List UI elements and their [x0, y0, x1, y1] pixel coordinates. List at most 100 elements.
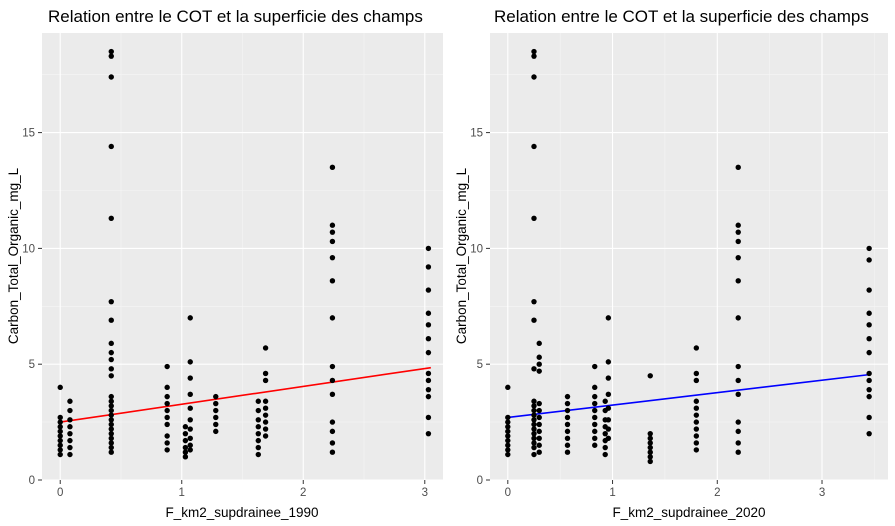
chart-left-data-point [213, 393, 219, 400]
chart-left-data-point [108, 435, 114, 442]
chart-left-data-point [164, 400, 170, 407]
chart-right-x-axis-title: F_km2_supdrainee_2020 [612, 505, 765, 520]
chart-right-data-point [735, 440, 741, 446]
chart-right-data-point [647, 440, 653, 446]
chart-right-data-point [536, 421, 542, 428]
chart-left-data-point [213, 400, 219, 407]
chart-right-data-point [605, 359, 612, 365]
chart-right-data-point [605, 417, 612, 423]
chart-right-data-point [505, 447, 511, 453]
chart-right-data-point [602, 430, 608, 437]
chart-right-data-point [866, 349, 872, 356]
chart-right-x-tick-label: 1 [609, 487, 615, 499]
chart-right-data-point [735, 419, 741, 425]
chart-right-grid [490, 33, 888, 481]
chart-left-data-point [213, 421, 219, 428]
chart-right-x-tick-label: 3 [819, 487, 825, 499]
chart-left-data-point [182, 437, 189, 444]
chart-right-y-axis-title: Carbon_Total_Organic_mg_L [454, 167, 469, 344]
chart-left-data-point [187, 417, 193, 423]
chart-left-y-ticks: 0 5 10 15 [22, 128, 42, 487]
chart-right-data-point [693, 398, 700, 404]
chart-right-data-point [531, 412, 537, 418]
chart-right-data-point [531, 48, 537, 55]
chart-left-data-point [425, 414, 432, 421]
chart-left-data-point [262, 377, 269, 384]
chart-left-data-point [262, 433, 269, 439]
chart-left-data-point [164, 407, 170, 414]
chart-left-data-point [187, 315, 193, 321]
chart-left-y-tick-label: 10 [22, 243, 35, 255]
chart-right-data-point [531, 143, 537, 150]
chart-left-data-point [255, 444, 261, 451]
chart-right-title: Relation entre le COT et la superficie d… [494, 7, 869, 26]
chart-right-y-tick-label: 0 [477, 475, 483, 487]
chart-left-data-point [108, 349, 114, 356]
chart-right-data-point [505, 451, 511, 458]
chart-right-data-point [735, 315, 741, 321]
chart-left-x-tick-label: 1 [179, 487, 185, 499]
chart-right-data-point [531, 426, 537, 432]
chart-right-data-point [531, 215, 537, 221]
chart-right-data-point [536, 442, 542, 448]
chart-left-regression-line [60, 366, 431, 423]
chart-right-data-point [505, 437, 511, 444]
chart-left-data-point [57, 414, 63, 421]
chart-right-data-point [647, 430, 653, 437]
chart-left-data-point [164, 414, 170, 421]
chart-right-y-tick-label: 15 [470, 128, 483, 140]
chart-right-data-point [647, 444, 653, 451]
chart-left-data-point [329, 254, 336, 261]
chart-right-data-point [866, 310, 872, 316]
chart-left-data-point [329, 363, 336, 370]
chart-right-data-point [564, 400, 571, 407]
chart-right-data-point [602, 451, 608, 458]
chart-right-data-point [866, 414, 872, 421]
chart-left-data-point [182, 444, 189, 451]
chart-right-data-point [536, 407, 542, 414]
chart-left-data-point [182, 430, 189, 437]
chart-left-x-tick-label: 2 [300, 487, 306, 499]
chart-left-data-point [67, 430, 73, 437]
chart-right-data-point [647, 454, 653, 460]
chart-left-grid [42, 33, 443, 481]
chart-left-data-point [329, 278, 336, 284]
chart-left-points [57, 48, 432, 460]
chart-left-data-point [255, 424, 261, 430]
chart-right-data-point [735, 363, 741, 370]
chart-right-data-point [647, 435, 653, 442]
chart-left-data-point [187, 442, 193, 448]
chart-right-x-tick-label: 2 [714, 487, 720, 499]
chart-left-data-point [108, 407, 114, 414]
chart-left-data-point [108, 48, 114, 55]
chart-left-data-point [67, 444, 73, 451]
chart-left-x-axis-title: F_km2_supdrainee_1990 [165, 505, 318, 520]
chart-left-data-point [108, 430, 114, 437]
chart-right-data-point [693, 433, 700, 439]
chart-right-data-point [866, 430, 872, 437]
chart-right-data-point [592, 400, 598, 407]
chart-left-data-point [108, 412, 114, 418]
chart-right-data-point [505, 442, 511, 448]
chart-right-data-point [866, 322, 872, 328]
chart-right-x-ticks: 0 1 2 3 [505, 480, 825, 499]
chart-right-data-point [536, 400, 542, 407]
chart-right-data-point [536, 449, 542, 455]
chart-right-data-point [531, 435, 537, 442]
chart-left-data-point [57, 428, 63, 435]
chart-right-data-point [735, 428, 741, 435]
chart-right-data-point [693, 419, 700, 425]
chart-left-data-point [108, 53, 114, 59]
chart-left-data-point [108, 417, 114, 423]
chart-left-data-point [182, 449, 189, 455]
chart-left-data-point [425, 370, 432, 377]
chart-right-data-point [564, 421, 571, 428]
chart-left-data-point [425, 287, 432, 293]
chart-right-data-point [531, 407, 537, 414]
chart-right-data-point [866, 377, 872, 384]
chart-right-data-point [531, 298, 537, 305]
chart-right-data-point [735, 278, 741, 284]
chart-left-data-point [329, 164, 336, 171]
chart-left-data-point [255, 398, 261, 404]
chart-left-data-point [425, 310, 432, 316]
